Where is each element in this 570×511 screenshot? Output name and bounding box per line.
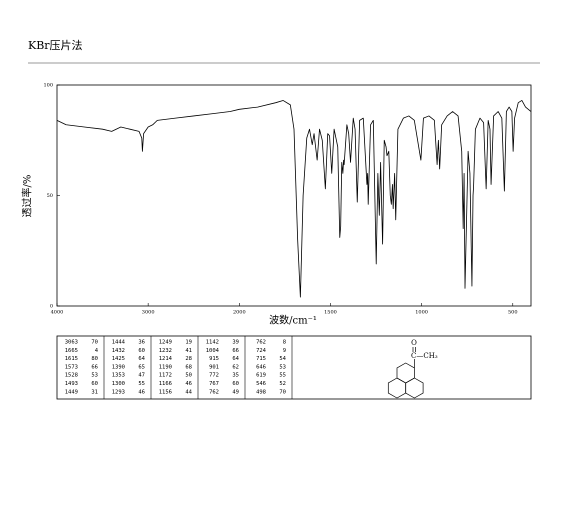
wavenumber-cell: 1300 xyxy=(112,381,125,387)
x-tick-label: 1500 xyxy=(324,310,337,316)
wavenumber-cell: 1353 xyxy=(112,373,125,379)
x-tick-label: 500 xyxy=(508,310,518,316)
y-tick-label: 100 xyxy=(43,83,53,89)
wavenumber-cell: 767 xyxy=(209,381,219,387)
transmittance-cell: 54 xyxy=(279,356,286,362)
transmittance-cell: 62 xyxy=(232,364,239,370)
wavenumber-cell: 1432 xyxy=(112,348,125,354)
transmittance-cell: 55 xyxy=(138,381,145,387)
transmittance-cell: 65 xyxy=(138,364,145,370)
transmittance-cell: 52 xyxy=(279,381,286,387)
x-axis-label: 波数/cm⁻¹ xyxy=(269,314,317,327)
wavenumber-cell: 1528 xyxy=(65,373,78,379)
peak-table-frame xyxy=(56,335,532,400)
transmittance-cell: 49 xyxy=(232,389,239,395)
transmittance-cell: 60 xyxy=(91,381,98,387)
wavenumber-cell: 715 xyxy=(256,356,266,362)
transmittance-cell: 19 xyxy=(185,340,192,346)
transmittance-cell: 44 xyxy=(185,389,192,395)
transmittance-cell: 31 xyxy=(91,389,98,395)
wavenumber-cell: 1190 xyxy=(159,364,172,370)
transmittance-cell: 41 xyxy=(185,348,192,354)
x-tick-label: 2000 xyxy=(233,310,246,316)
transmittance-cell: 36 xyxy=(138,340,145,346)
transmittance-cell: 70 xyxy=(91,340,98,346)
wavenumber-cell: 646 xyxy=(256,364,266,370)
x-tick-label: 1000 xyxy=(415,310,428,316)
wavenumber-cell: 3063 xyxy=(65,340,78,346)
wavenumber-cell: 1293 xyxy=(112,389,125,395)
wavenumber-cell: 1172 xyxy=(159,373,172,379)
wavenumber-cell: 619 xyxy=(256,373,266,379)
transmittance-cell: 60 xyxy=(138,348,145,354)
transmittance-cell: 28 xyxy=(185,356,192,362)
x-tick-label: 4000 xyxy=(51,310,64,316)
wavenumber-cell: 1214 xyxy=(159,356,173,362)
transmittance-cell: 53 xyxy=(279,364,286,370)
transmittance-cell: 46 xyxy=(185,381,192,387)
wavenumber-cell: 1449 xyxy=(65,389,78,395)
wavenumber-cell: 1444 xyxy=(112,340,126,346)
wavenumber-cell: 724 xyxy=(256,348,267,354)
method-title: KBr压片法 xyxy=(28,38,83,52)
wavenumber-cell: 772 xyxy=(209,373,219,379)
wavenumber-cell: 1425 xyxy=(112,356,125,362)
x-tick-label: 3000 xyxy=(142,310,155,316)
wavenumber-cell: 762 xyxy=(209,389,219,395)
transmittance-cell: 64 xyxy=(138,356,145,362)
transmittance-cell: 46 xyxy=(138,389,145,395)
transmittance-cell: 68 xyxy=(185,364,192,370)
transmittance-cell: 70 xyxy=(279,389,286,395)
plot-frame xyxy=(56,84,532,307)
wavenumber-cell: 1615 xyxy=(65,356,78,362)
wavenumber-cell: 1390 xyxy=(112,364,125,370)
wavenumber-cell: 1166 xyxy=(159,381,172,387)
structure-group: C—CH₃ xyxy=(411,352,438,360)
transmittance-cell: 64 xyxy=(232,356,239,362)
wavenumber-cell: 1249 xyxy=(159,340,172,346)
transmittance-cell: 66 xyxy=(91,364,98,370)
wavenumber-cell: 1493 xyxy=(65,381,78,387)
transmittance-cell: 55 xyxy=(279,373,286,379)
y-tick-label: 50 xyxy=(47,193,53,199)
transmittance-cell: 4 xyxy=(95,348,99,354)
wavenumber-cell: 1573 xyxy=(65,364,78,370)
wavenumber-cell: 1142 xyxy=(206,340,219,346)
transmittance-cell: 66 xyxy=(232,348,239,354)
transmittance-cell: 60 xyxy=(232,381,239,387)
transmittance-cell: 9 xyxy=(283,348,286,354)
transmittance-cell: 35 xyxy=(232,373,239,379)
transmittance-cell: 80 xyxy=(91,356,98,362)
wavenumber-cell: 901 xyxy=(209,364,219,370)
spectrum-line xyxy=(56,100,532,298)
transmittance-cell: 39 xyxy=(232,340,239,346)
wavenumber-cell: 1004 xyxy=(206,348,220,354)
structure-oxygen: O xyxy=(411,339,417,347)
wavenumber-cell: 915 xyxy=(209,356,219,362)
transmittance-cell: 53 xyxy=(91,373,98,379)
structure-drawing xyxy=(387,347,424,399)
y-tick-label: 0 xyxy=(50,304,53,310)
wavenumber-cell: 498 xyxy=(256,389,266,395)
y-axis-label: 透过率/% xyxy=(21,175,34,218)
wavenumber-cell: 762 xyxy=(256,340,266,346)
transmittance-cell: 50 xyxy=(185,373,192,379)
wavenumber-cell: 1665 xyxy=(65,348,78,354)
wavenumber-cell: 1156 xyxy=(159,389,172,395)
transmittance-cell: 8 xyxy=(283,340,286,346)
wavenumber-cell: 546 xyxy=(256,381,266,387)
wavenumber-cell: 1232 xyxy=(159,348,172,354)
transmittance-cell: 47 xyxy=(138,373,145,379)
